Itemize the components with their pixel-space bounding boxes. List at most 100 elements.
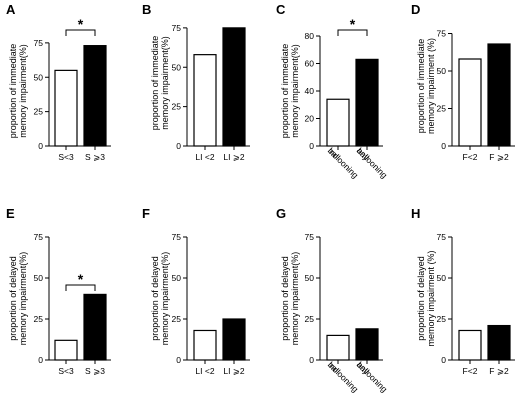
y-tick-label: 40 [305,86,315,96]
y-tick-label: 0 [176,355,181,365]
y-tick-label: 50 [305,273,315,283]
y-tick-label: 0 [176,141,181,151]
significance-star: * [350,16,356,32]
y-tick-label: 75 [437,29,447,39]
x-category-label: LI <2 [195,152,214,162]
panel-letter: G [276,206,286,221]
bar-1 [326,98,350,147]
y-axis-label-line: memory impairment(%) [18,252,28,346]
y-axis-label: proportion of immediatememory impairment… [150,36,170,131]
significance-star: * [78,16,84,32]
y-tick-label: 60 [305,59,315,69]
bar-2 [222,318,246,361]
y-tick-label: 75 [437,232,447,242]
bar-1 [458,58,482,147]
y-tick-label: 75 [172,232,182,242]
y-tick-label: 75 [34,38,44,48]
y-axis-label-line: memory impairment (%) [426,38,436,134]
panel-letter: E [6,206,15,221]
y-axis-label-line: proportion of immediate [280,44,290,139]
bar-1 [54,339,78,361]
y-axis-label: proportion of immediatememory impairment… [416,38,436,134]
x-category-label: S ⩾3 [85,152,105,162]
x-category-label: LI ⩾2 [223,366,245,376]
y-axis-label-line: proportion of delayed [416,256,426,341]
y-tick-label: 25 [34,314,44,324]
bar-1 [458,329,482,361]
panel-letter: B [142,2,151,17]
y-tick-label: 25 [437,104,447,114]
x-category-label: S ⩾3 [85,366,105,376]
y-axis-label: proportion of immediatememory impairment… [8,44,28,139]
y-tick-label: 75 [34,232,44,242]
y-tick-label: 75 [172,23,182,33]
x-category-label: LI ⩾2 [223,152,245,162]
y-tick-label: 20 [305,114,315,124]
x-category-label: F<2 [463,366,478,376]
y-axis-label-line: proportion of immediate [150,36,160,131]
y-axis-label-line: proportion of immediate [416,39,426,134]
bar-2 [83,293,107,361]
x-category-label: F ⩾2 [489,152,509,162]
y-tick-label: 0 [441,141,446,151]
y-tick-label: 80 [305,31,315,41]
x-category-label: F<2 [463,152,478,162]
x-category-label: ballooning [355,360,390,395]
y-axis-label-line: memory impairment(%) [160,252,170,346]
y-tick-label: 0 [309,141,314,151]
panel-letter: D [411,2,420,17]
y-axis-label-line: proportion of immediate [8,44,18,139]
bar-2 [487,43,511,147]
y-axis-label-line: memory impairment(%) [290,252,300,346]
y-axis-label-line: proportion of delayed [280,256,290,341]
bar-2 [487,324,511,361]
y-axis-label: proportion of delayedmemory impairment (… [416,250,436,346]
y-axis-label-line: memory impairment(%) [160,36,170,130]
y-tick-label: 50 [34,273,44,283]
bar-1 [193,54,217,147]
panel-letter: H [411,206,420,221]
y-axis-label: proportion of delayedmemory impairment(%… [280,252,300,346]
x-category-label: ballooning [355,146,390,181]
panel-letter: A [6,2,16,17]
x-category-label: S<3 [58,366,74,376]
x-category-label: F ⩾2 [489,366,509,376]
bar-2 [83,45,107,147]
y-tick-label: 25 [172,102,182,112]
bar-1 [54,69,78,147]
bar-2 [355,58,379,147]
y-tick-label: 0 [309,355,314,365]
y-tick-label: 25 [305,314,315,324]
y-axis-label-line: proportion of delayed [8,256,18,341]
y-axis-label-line: memory impairment(%) [18,44,28,138]
y-tick-label: 50 [172,62,182,72]
y-axis-label: proportion of delayedmemory impairment(%… [8,252,28,346]
y-tick-label: 50 [437,66,447,76]
y-tick-label: 25 [437,314,447,324]
y-axis-label-line: memory impairment(%) [290,44,300,138]
bar-1 [326,334,350,361]
panel-letter: C [276,2,286,17]
y-tick-label: 25 [34,107,44,117]
significance-bracket [337,29,368,36]
y-tick-label: 0 [38,355,43,365]
bar-2 [222,27,246,147]
y-axis-label-line: memory impairment (%) [426,250,436,346]
y-axis-label-line: proportion of delayed [150,256,160,341]
y-tick-label: 25 [172,314,182,324]
y-tick-label: 0 [38,141,43,151]
y-tick-label: 75 [305,232,315,242]
y-tick-label: 50 [172,273,182,283]
y-tick-label: 50 [437,273,447,283]
panel-letter: F [142,206,150,221]
x-category-label: S<3 [58,152,74,162]
y-axis-label: proportion of immediatememory impairment… [280,44,300,139]
